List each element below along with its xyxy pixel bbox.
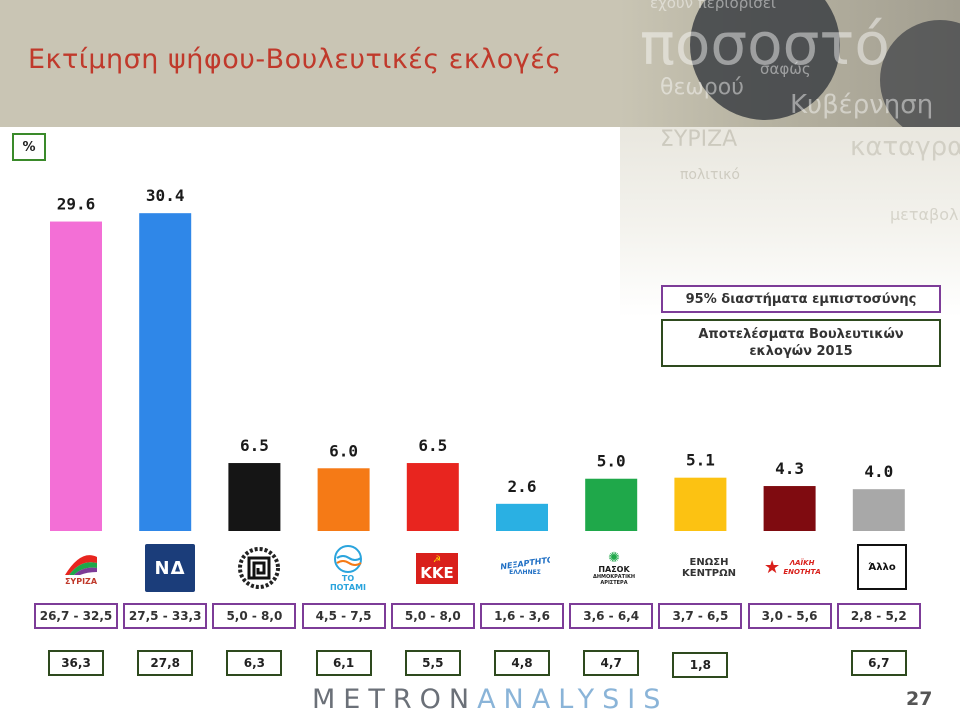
- bar-value-label: 5.0: [597, 452, 626, 471]
- hammer-sickle-icon: ☭: [432, 554, 442, 565]
- logo-nd: ΝΔ: [145, 544, 195, 592]
- logo-anel: ΑΝΕΞΑΡΤΗΤΟΙ ΕΛΛΗΝΕΣ: [500, 544, 550, 592]
- unit-label: %: [12, 133, 46, 161]
- confidence-interval-box: 3,0 - 5,6: [747, 603, 832, 629]
- confidence-interval-box: 3,6 - 6,4: [569, 603, 654, 629]
- pasok-sub-label: ΔΗΜΟΚΡΑΤΙΚΗ ΑΡΙΣΤΕΡΑ: [592, 573, 636, 586]
- brand-logo: METRONANALYSIS: [312, 684, 668, 715]
- bar-2: [139, 213, 192, 531]
- bar-value-label: 2.6: [508, 477, 537, 496]
- header-banner: ποσοστό θεωρού σαφώς Κυβέρνηση έχουν περ…: [0, 0, 960, 127]
- allo-label: Άλλο: [868, 561, 896, 573]
- confidence-interval-box: 27,5 - 33,3: [123, 603, 208, 629]
- bar-value-label: 6.5: [418, 436, 447, 455]
- bar-value-label: 5.1: [686, 451, 715, 470]
- previous-result-box: 6,3: [226, 650, 283, 676]
- previous-result-box: 27,8: [137, 650, 194, 676]
- previous-result-box: 6,7: [850, 650, 907, 676]
- previous-result-box: 36,3: [48, 650, 104, 676]
- bar-6: [496, 503, 548, 531]
- previous-result-box: 4,7: [583, 650, 640, 676]
- bar-4: [317, 468, 370, 531]
- confidence-interval-box: 26,7 - 32,5: [34, 603, 118, 629]
- previous-result-box: 4,8: [494, 650, 550, 676]
- brand-part-b: ANALYSIS: [477, 684, 669, 715]
- bar-7: [585, 478, 638, 531]
- laiki-label: ΛΑΪΚΗ ΕΝΟΤΗΤΑ: [783, 559, 821, 576]
- pasok-sun-icon: ✺: [608, 549, 620, 566]
- page-title: Εκτίμηση ψήφου-Βουλευτικές εκλογές: [28, 44, 562, 75]
- enosi-label-1: ΕΝΩΣΗ: [689, 557, 729, 568]
- logo-syriza: ΣΥΡΙΖΑ: [56, 544, 106, 592]
- meander-wreath-icon: [238, 547, 280, 589]
- confidence-interval-box: 4,5 - 7,5: [301, 603, 386, 629]
- confidence-interval-box: 3,7 - 6,5: [658, 603, 743, 629]
- bar-10: [852, 489, 905, 531]
- brand-part-a: METRON: [312, 684, 478, 715]
- bar-5: [406, 463, 459, 531]
- bar-value-label: 6.5: [240, 436, 269, 455]
- potami-label: ΤΟ ΠΟΤΑΜΙ: [329, 574, 367, 592]
- logo-enosi-kentroon: ΕΝΩΣΗ ΚΕΝΤΡΩΝ: [680, 544, 738, 592]
- confidence-interval-box: 5,0 - 8,0: [390, 603, 475, 629]
- confidence-interval-box: 5,0 - 8,0: [212, 603, 297, 629]
- logo-allo: Άλλο: [857, 544, 907, 590]
- logo-kke: ☭ ΚΚΕ: [412, 544, 462, 592]
- page-number: 27: [906, 688, 933, 710]
- enosi-label-2: ΚΕΝΤΡΩΝ: [682, 568, 736, 579]
- nd-label: ΝΔ: [154, 557, 186, 579]
- logo-golden-dawn: [234, 544, 284, 592]
- potami-wave-icon: [334, 545, 362, 573]
- legend-confidence-intervals: 95% διαστήματα εμπιστοσύνης: [661, 285, 941, 313]
- decorative-lens: [690, 0, 840, 120]
- previous-result-box: 5,5: [404, 650, 461, 676]
- syriza-label: ΣΥΡΙΖΑ: [64, 576, 98, 586]
- logo-laiki-enotita: ★ ΛΑΪΚΗ ΕΝΟΤΗΤΑ: [764, 544, 824, 592]
- confidence-interval-box: 2,8 - 5,2: [836, 603, 921, 629]
- logo-pasok: ✺ ΠΑΣΟΚ ΔΗΜΟΚΡΑΤΙΚΗ ΑΡΙΣΤΕΡΑ: [586, 544, 642, 592]
- previous-result-box: 1,8: [672, 652, 729, 678]
- bar-8: [674, 477, 727, 531]
- logo-potami: ΤΟ ΠΟΤΑΜΙ: [323, 544, 373, 592]
- pasok-label: ΠΑΣΟΚ: [598, 564, 630, 574]
- star-icon: ★: [764, 557, 781, 578]
- bar-value-label: 30.4: [146, 186, 185, 205]
- bar-value-label: 4.0: [864, 462, 893, 481]
- anel-sub-label: ΕΛΛΗΝΕΣ: [509, 569, 541, 576]
- syriza-flag-icon: [65, 554, 97, 575]
- bar-1: [50, 221, 102, 531]
- bar-3: [228, 463, 281, 531]
- bar-value-label: 6.0: [329, 441, 358, 460]
- kke-label: ΚΚΕ: [420, 563, 454, 582]
- bar-value-label: 4.3: [775, 459, 804, 478]
- previous-result-box: 6,1: [315, 650, 372, 676]
- confidence-interval-box: 1,6 - 3,6: [480, 603, 564, 629]
- legend-previous-results: Αποτελέσματα Βουλευτικών εκλογών 2015: [661, 319, 941, 367]
- bar-9: [763, 486, 816, 531]
- bar-value-label: 29.6: [57, 195, 96, 214]
